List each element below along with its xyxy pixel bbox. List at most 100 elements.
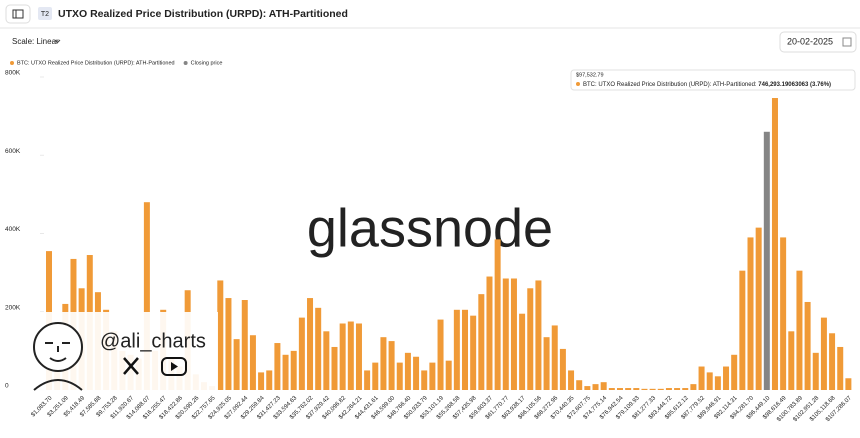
bar	[845, 378, 852, 390]
date-text: 20-02-2025	[787, 36, 833, 46]
bar	[429, 362, 436, 390]
bar	[592, 384, 599, 390]
bar	[804, 301, 811, 390]
date-picker[interactable]	[779, 31, 857, 53]
y-tick-label: 800K	[5, 70, 21, 77]
bar	[788, 331, 795, 390]
tooltip-text: BTC: UTXO Realized Price Distribution (U…	[583, 82, 831, 88]
bar	[568, 370, 575, 390]
y-tick-label: 400K	[5, 226, 21, 233]
bar	[829, 333, 836, 390]
bar	[486, 276, 493, 390]
tooltip-dot	[576, 82, 580, 86]
bar	[755, 227, 762, 390]
bar	[616, 388, 623, 390]
bar	[437, 319, 444, 390]
bar	[372, 362, 379, 390]
bar	[608, 388, 615, 390]
bar	[706, 372, 713, 390]
bar	[657, 388, 664, 390]
sidebar-icon	[12, 9, 24, 19]
bar	[225, 298, 232, 390]
bar	[143, 202, 150, 390]
bar	[551, 325, 558, 390]
y-tick-label: 200K	[5, 304, 21, 311]
y-tick-label: 600K	[5, 148, 21, 155]
bar	[453, 309, 460, 390]
bar	[820, 317, 827, 390]
bar	[470, 315, 477, 390]
x-icon	[123, 357, 139, 375]
bar	[535, 280, 542, 390]
bar	[282, 354, 289, 390]
tooltip-box	[570, 69, 856, 91]
bar	[641, 388, 648, 390]
bar	[698, 366, 705, 390]
bar	[421, 370, 428, 390]
legend: BTC: UTXO Realized Price Distribution (U…	[10, 60, 222, 66]
bar	[771, 98, 778, 390]
bar	[633, 388, 640, 390]
bar	[600, 382, 607, 390]
bar	[796, 270, 803, 390]
tooltip: $97,532.79 BTC: UTXO Realized Price Dist…	[570, 69, 856, 91]
bar	[445, 360, 452, 390]
youtube-icon	[161, 357, 187, 376]
bar	[576, 380, 583, 390]
bar	[723, 366, 730, 390]
bar	[747, 237, 754, 390]
overlay-handle: @ali_charts	[100, 330, 206, 352]
bar	[355, 323, 362, 390]
bar	[274, 343, 281, 390]
bar	[315, 307, 322, 390]
bar	[649, 388, 656, 390]
youtube-play	[171, 362, 178, 371]
bar	[364, 370, 371, 390]
legend-marker	[183, 61, 188, 65]
bar	[527, 288, 534, 390]
bar	[462, 309, 469, 390]
tier-badge-text: T2	[41, 11, 49, 18]
bar	[217, 280, 224, 390]
bar	[625, 388, 632, 390]
tooltip-value: 746,293.19063063	[758, 82, 809, 88]
avatar-body	[33, 379, 83, 391]
tier-badge	[38, 7, 52, 20]
bar	[763, 131, 770, 390]
bar	[258, 372, 265, 390]
bar	[233, 339, 240, 390]
bar	[266, 370, 273, 390]
bar	[339, 323, 346, 390]
overlay-card: @ali_charts	[18, 312, 218, 392]
bar	[478, 294, 485, 390]
bar	[323, 331, 330, 390]
bar	[298, 317, 305, 390]
bar	[388, 341, 395, 390]
bar	[380, 337, 387, 390]
y-tick-label: 0	[5, 383, 9, 390]
bar	[674, 388, 681, 390]
tooltip-title: $97,532.79	[576, 72, 604, 78]
bar	[690, 384, 697, 390]
legend-marker	[10, 61, 14, 65]
bar	[837, 346, 844, 390]
bar	[714, 376, 721, 390]
scale-select[interactable]: Scale: Linear	[12, 37, 59, 46]
bar	[584, 386, 591, 390]
bar	[731, 354, 738, 390]
bar	[739, 270, 746, 390]
bar	[241, 300, 248, 390]
bar	[404, 352, 411, 390]
bar	[347, 321, 354, 390]
bar	[519, 313, 526, 390]
watermark: glassnode	[307, 198, 553, 258]
bar	[543, 337, 550, 390]
bar	[413, 356, 420, 390]
calendar-icon	[842, 37, 852, 47]
bar	[665, 388, 672, 390]
bar	[307, 298, 314, 390]
bar	[396, 362, 403, 390]
sidebar-toggle[interactable]	[5, 4, 31, 24]
